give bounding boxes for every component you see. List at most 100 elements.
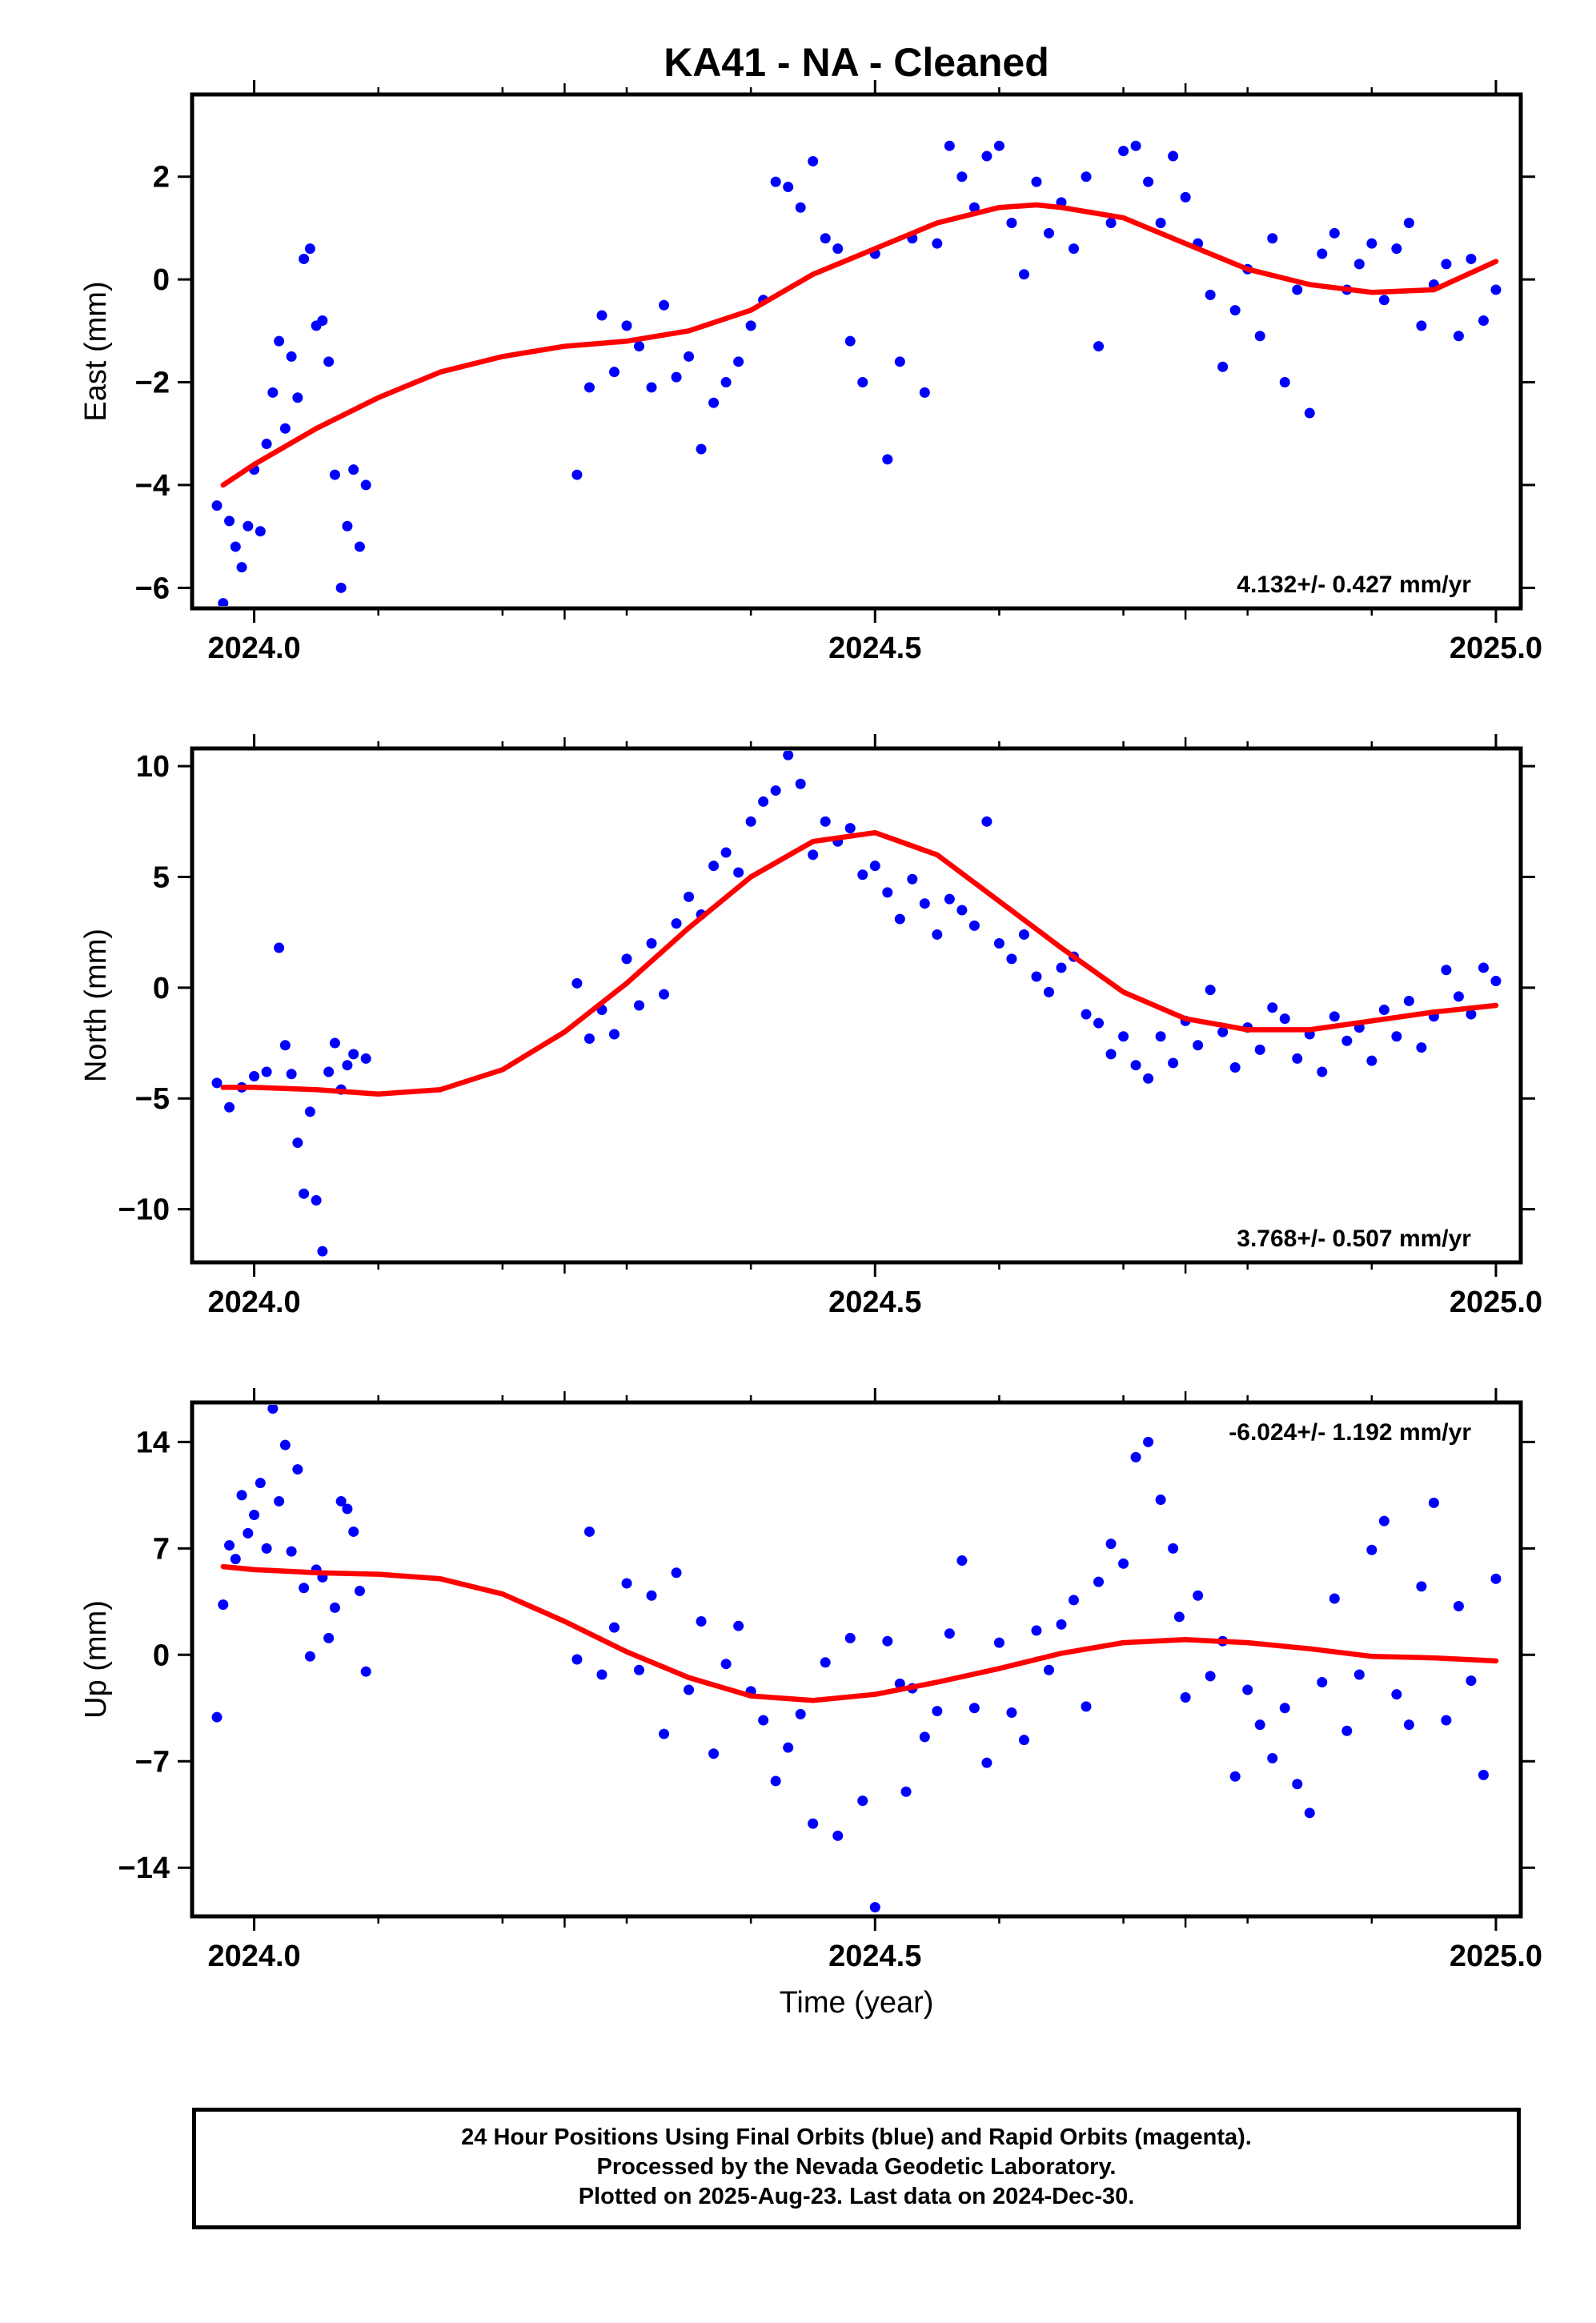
data-point xyxy=(317,1246,328,1257)
data-point xyxy=(733,1620,744,1631)
data-point xyxy=(820,816,831,827)
data-point xyxy=(1006,953,1017,965)
data-point xyxy=(571,977,583,989)
data-point xyxy=(1453,991,1464,1002)
data-point xyxy=(684,891,695,902)
data-point xyxy=(993,938,1005,949)
data-point xyxy=(274,335,285,347)
data-points xyxy=(211,140,1502,606)
data-point xyxy=(292,392,303,403)
data-point xyxy=(292,1464,303,1475)
data-point xyxy=(820,1657,831,1668)
data-point xyxy=(1478,315,1489,326)
y-tick-label: 2 xyxy=(153,161,170,195)
y-tick-label: 0 xyxy=(153,263,170,297)
data-point xyxy=(279,423,291,434)
data-point xyxy=(882,454,893,465)
data-point xyxy=(236,562,247,573)
x-tick-label: 2025.0 xyxy=(1450,1940,1542,1973)
data-point xyxy=(956,171,968,183)
velocity-rate-label: 4.132+/- 0.427 mm/yr xyxy=(1237,572,1471,598)
data-point xyxy=(1466,1675,1477,1687)
data-point xyxy=(1217,1026,1229,1037)
data-point xyxy=(1130,1060,1141,1071)
data-point xyxy=(1403,995,1414,1006)
data-point xyxy=(348,1526,359,1537)
data-point xyxy=(354,541,365,552)
data-point xyxy=(720,1659,732,1670)
data-point xyxy=(342,1060,353,1071)
y-tick-label: 10 xyxy=(136,750,170,784)
data-point xyxy=(348,1049,359,1060)
data-point xyxy=(795,778,806,789)
data-point xyxy=(1031,971,1042,982)
data-point xyxy=(1031,1625,1042,1636)
data-point xyxy=(758,1715,769,1726)
data-point xyxy=(832,243,844,255)
data-point xyxy=(1018,929,1029,940)
y-tick-label: 0 xyxy=(153,972,170,1005)
data-point xyxy=(900,1786,912,1797)
data-point xyxy=(1428,1497,1439,1508)
trend-fit-line xyxy=(220,202,1499,488)
data-point xyxy=(267,1405,279,1414)
y-tick-label: 7 xyxy=(153,1532,170,1566)
data-point xyxy=(1304,1807,1315,1819)
data-point xyxy=(1105,218,1117,228)
data-point xyxy=(335,582,347,593)
data-point xyxy=(808,849,819,861)
data-point xyxy=(808,1818,819,1829)
y-tick-label: −14 xyxy=(118,1852,170,1885)
data-point xyxy=(274,1495,285,1507)
data-point xyxy=(696,443,707,455)
data-point xyxy=(1193,1040,1204,1051)
data-point xyxy=(795,202,806,213)
data-point xyxy=(243,1527,254,1539)
data-point xyxy=(1353,1669,1365,1680)
data-point xyxy=(894,1678,905,1689)
data-point xyxy=(1254,331,1265,342)
data-point xyxy=(671,1567,682,1579)
data-point xyxy=(286,1546,297,1557)
data-point xyxy=(745,320,756,331)
data-point xyxy=(894,356,905,367)
data-point xyxy=(1130,140,1141,151)
data-point xyxy=(335,1495,347,1507)
data-point xyxy=(844,1632,856,1643)
data-point xyxy=(770,785,781,796)
data-point xyxy=(255,526,266,537)
data-point xyxy=(608,1622,620,1633)
data-point xyxy=(292,1137,303,1149)
data-point xyxy=(932,1706,943,1717)
data-point xyxy=(1155,1031,1166,1042)
data-point xyxy=(1466,253,1477,264)
chart-panel-1: 2024.0 2024.5 2025.0 −6 −4 −2 0 2 East (mm) 4.132… xyxy=(79,80,1542,665)
data-point xyxy=(708,397,720,408)
data-point xyxy=(1081,1009,1092,1020)
data-point xyxy=(634,1000,645,1011)
data-point xyxy=(596,1669,608,1680)
data-point xyxy=(1143,1436,1154,1447)
data-point xyxy=(944,140,955,151)
data-point xyxy=(1155,1495,1166,1506)
data-point xyxy=(360,479,371,491)
data-point xyxy=(1217,361,1229,372)
data-point xyxy=(696,1616,707,1627)
data-point xyxy=(1279,1013,1290,1025)
data-point xyxy=(329,1602,340,1613)
data-point xyxy=(1478,1769,1489,1780)
data-point xyxy=(944,1628,955,1639)
data-point xyxy=(844,335,856,347)
data-point xyxy=(583,1033,595,1045)
y-tick-label: −4 xyxy=(135,469,170,503)
data-point xyxy=(249,1071,260,1082)
data-point xyxy=(981,816,992,827)
data-point xyxy=(1068,243,1079,255)
data-point xyxy=(621,1578,632,1589)
data-point xyxy=(279,1439,291,1450)
data-point xyxy=(844,823,856,834)
data-point xyxy=(671,918,682,929)
data-point xyxy=(795,1708,806,1719)
data-point xyxy=(820,233,831,244)
